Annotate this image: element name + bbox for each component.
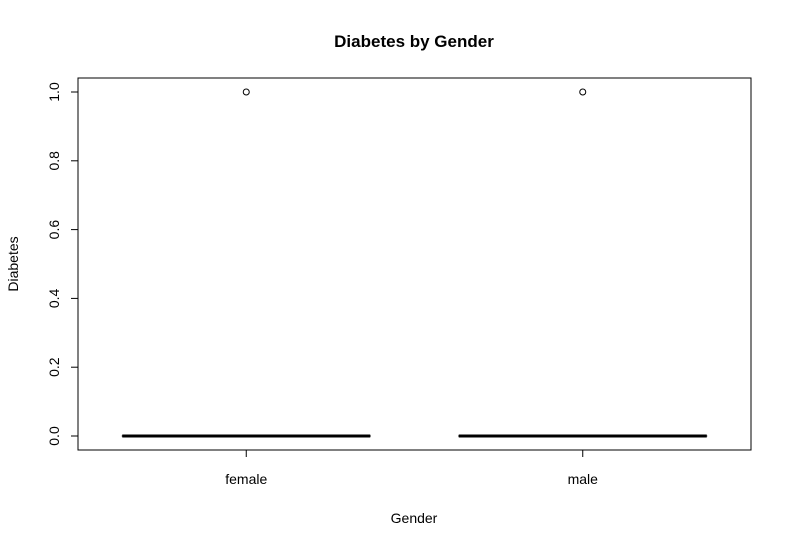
y-tick-label: 0.4 — [46, 288, 62, 308]
x-tick-label: male — [568, 471, 599, 487]
y-tick-label: 0.0 — [46, 426, 62, 446]
x-tick-label: female — [225, 471, 267, 487]
y-axis-label: Diabetes — [5, 236, 21, 291]
x-axis: female male — [225, 449, 599, 487]
outlier-point — [242, 88, 250, 96]
y-tick-label: 0.2 — [46, 357, 62, 377]
box-male — [458, 88, 708, 438]
y-tick-label: 1.0 — [46, 82, 62, 102]
plot-frame — [77, 77, 752, 451]
chart-title: Diabetes by Gender — [334, 32, 494, 51]
x-axis-label: Gender — [391, 510, 438, 526]
box-series — [121, 88, 708, 438]
box-female — [121, 88, 371, 438]
y-tick-label: 0.6 — [46, 220, 62, 240]
outlier-point — [579, 88, 587, 96]
y-axis: 0.0 0.2 0.4 0.6 0.8 1.0 — [46, 82, 79, 446]
y-tick-label: 0.8 — [46, 151, 62, 171]
